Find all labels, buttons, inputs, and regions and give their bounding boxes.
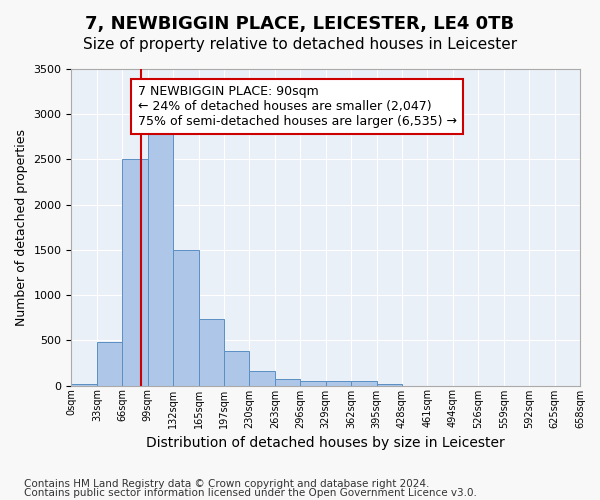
Text: Size of property relative to detached houses in Leicester: Size of property relative to detached ho… <box>83 38 517 52</box>
Bar <box>326 382 351 386</box>
Bar <box>122 158 148 386</box>
Bar <box>377 384 402 386</box>
Bar <box>351 381 377 386</box>
Text: Contains HM Land Registry data © Crown copyright and database right 2024.: Contains HM Land Registry data © Crown c… <box>24 479 430 489</box>
Bar <box>173 250 199 386</box>
Bar <box>199 318 224 386</box>
Text: 7, NEWBIGGIN PLACE, LEICESTER, LE4 0TB: 7, NEWBIGGIN PLACE, LEICESTER, LE4 0TB <box>85 15 515 33</box>
Y-axis label: Number of detached properties: Number of detached properties <box>15 129 28 326</box>
Bar <box>97 342 122 386</box>
Bar <box>224 351 250 386</box>
X-axis label: Distribution of detached houses by size in Leicester: Distribution of detached houses by size … <box>146 436 505 450</box>
Bar <box>300 381 326 386</box>
Bar <box>275 379 300 386</box>
Bar <box>148 130 173 386</box>
Text: Contains public sector information licensed under the Open Government Licence v3: Contains public sector information licen… <box>24 488 477 498</box>
Text: 7 NEWBIGGIN PLACE: 90sqm
← 24% of detached houses are smaller (2,047)
75% of sem: 7 NEWBIGGIN PLACE: 90sqm ← 24% of detach… <box>137 85 457 128</box>
Bar <box>71 384 97 386</box>
Bar <box>250 372 275 386</box>
